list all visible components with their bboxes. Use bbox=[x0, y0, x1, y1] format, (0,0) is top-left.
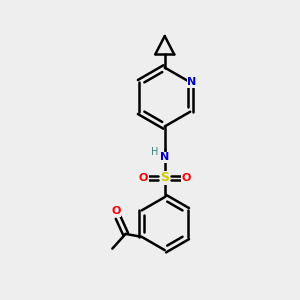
Text: S: S bbox=[160, 172, 169, 184]
Text: O: O bbox=[111, 206, 121, 216]
Text: N: N bbox=[187, 77, 196, 87]
Text: H: H bbox=[151, 147, 158, 158]
Text: N: N bbox=[160, 152, 169, 162]
Text: O: O bbox=[181, 173, 190, 183]
Text: O: O bbox=[139, 173, 148, 183]
